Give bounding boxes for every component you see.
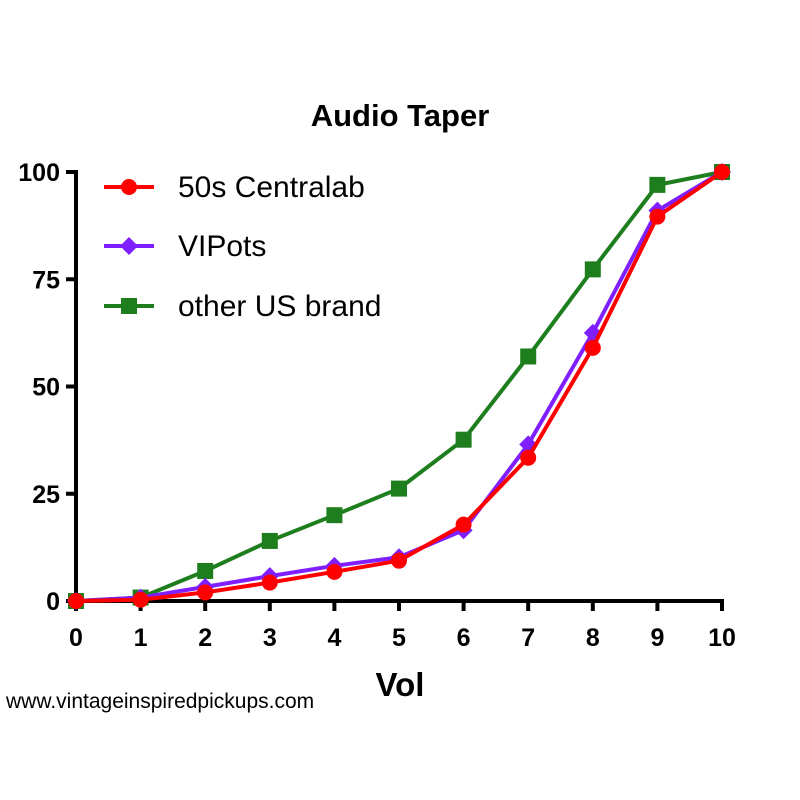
data-point-50s-centralab bbox=[261, 574, 278, 591]
legend-label: other US brand bbox=[178, 290, 381, 323]
legend-item-50s-centralab: 50s Centralab bbox=[104, 171, 365, 204]
data-point-other-us-brand bbox=[326, 507, 343, 524]
axes: 0 25 50 75 100 0 1 2 3 4 5 6 7 8 9 10 bbox=[18, 159, 736, 652]
watermark-url: www.vintageinspiredpickups.com bbox=[6, 690, 315, 713]
series-line-50s-centralab bbox=[75, 170, 724, 603]
data-point-50s-centralab bbox=[584, 339, 601, 356]
data-point-50s-centralab bbox=[520, 449, 537, 466]
data-point-other-us-brand bbox=[520, 348, 537, 365]
data-point-other-us-brand bbox=[391, 480, 407, 497]
data-point-50s-centralab bbox=[455, 516, 472, 533]
data-point-50s-centralab bbox=[326, 563, 343, 580]
x-tick-label: 2 bbox=[198, 624, 212, 652]
x-tick-label: 3 bbox=[263, 624, 277, 652]
series-vipots bbox=[67, 163, 731, 610]
y-tick-label: 25 bbox=[32, 481, 60, 509]
data-point-50s-centralab bbox=[714, 164, 730, 180]
data-point-50s-centralab bbox=[197, 584, 214, 601]
x-tick-label: 6 bbox=[457, 624, 471, 652]
data-point-50s-centralab bbox=[391, 552, 407, 569]
x-tick-label: 0 bbox=[69, 624, 83, 652]
chart-title: Audio Taper bbox=[311, 98, 490, 133]
series-line-other-us-brand bbox=[75, 170, 723, 603]
x-tick-label: 10 bbox=[708, 624, 736, 652]
x-tick-label: 5 bbox=[392, 624, 406, 652]
data-point-50s-centralab bbox=[68, 593, 84, 609]
legend-marker bbox=[121, 298, 137, 314]
data-point-other-us-brand bbox=[649, 176, 666, 193]
legend-item-vipots: VIPots bbox=[104, 230, 266, 263]
data-point-other-us-brand bbox=[455, 431, 472, 448]
data-point-other-us-brand bbox=[197, 562, 214, 579]
legend: 50s Centralab VIPots other US brand bbox=[104, 171, 381, 323]
x-tick-label: 9 bbox=[650, 624, 664, 652]
series-other-us-brand bbox=[68, 164, 730, 609]
data-point-other-us-brand bbox=[584, 261, 601, 278]
x-axis-title: Vol bbox=[376, 666, 425, 703]
legend-marker bbox=[121, 179, 137, 195]
legend-marker bbox=[120, 237, 138, 255]
y-tick-label: 75 bbox=[32, 266, 60, 294]
series-line-vipots bbox=[75, 170, 724, 603]
y-tick-label: 100 bbox=[18, 159, 60, 187]
x-tick-label: 8 bbox=[586, 624, 600, 652]
y-tick-label: 0 bbox=[46, 588, 60, 616]
data-point-50s-centralab bbox=[132, 591, 149, 608]
y-tick-label: 50 bbox=[32, 374, 60, 402]
x-tick-label: 7 bbox=[521, 624, 535, 652]
x-tick-label: 4 bbox=[327, 624, 341, 652]
legend-item-other-us-brand: other US brand bbox=[104, 290, 381, 323]
legend-label: 50s Centralab bbox=[178, 171, 365, 204]
series-layer bbox=[67, 163, 731, 610]
series-50s-centralab bbox=[68, 164, 730, 609]
legend-label: VIPots bbox=[178, 230, 266, 263]
x-tick-label: 1 bbox=[134, 624, 148, 652]
data-point-other-us-brand bbox=[261, 532, 278, 549]
data-point-50s-centralab bbox=[649, 208, 666, 225]
